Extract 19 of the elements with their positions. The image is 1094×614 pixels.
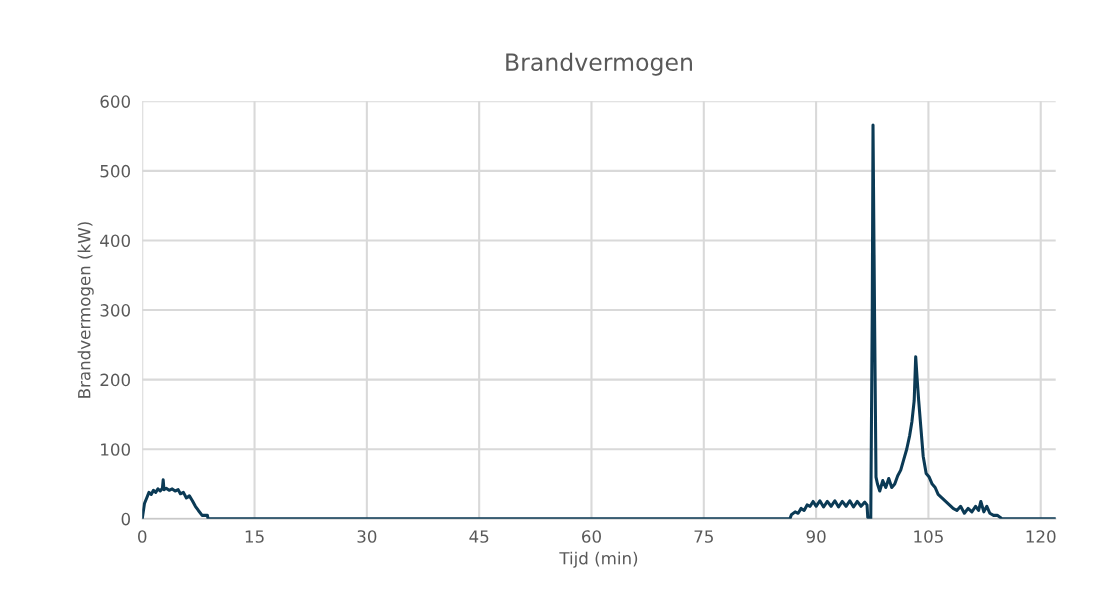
y-tick-label: 0 <box>121 512 130 526</box>
x-tick-label: 105 <box>914 530 943 543</box>
y-tick-label: 300 <box>100 304 130 317</box>
y-tick-label: 200 <box>100 373 130 387</box>
x-tick-label: 15 <box>245 530 264 543</box>
y-tick-label: 100 <box>101 443 130 456</box>
x-tick-label: 45 <box>469 530 489 543</box>
y-tick-label: 400 <box>100 234 130 248</box>
x-tick-label: 30 <box>357 530 377 543</box>
chart-title: Brandvermogen <box>506 52 692 76</box>
x-tick-label: 75 <box>694 530 713 543</box>
x-tick-label: 60 <box>582 530 601 543</box>
x-tick-label: 90 <box>806 530 826 543</box>
y-tick-label: 500 <box>100 164 130 178</box>
y-axis-title: Brandvermogen (kW) <box>77 222 94 398</box>
x-tick-label: 120 <box>1026 530 1056 543</box>
x-axis-title: Tijd (min) <box>559 551 638 568</box>
x-tick-label: 0 <box>138 530 147 543</box>
y-tick-label: 600 <box>100 95 130 108</box>
